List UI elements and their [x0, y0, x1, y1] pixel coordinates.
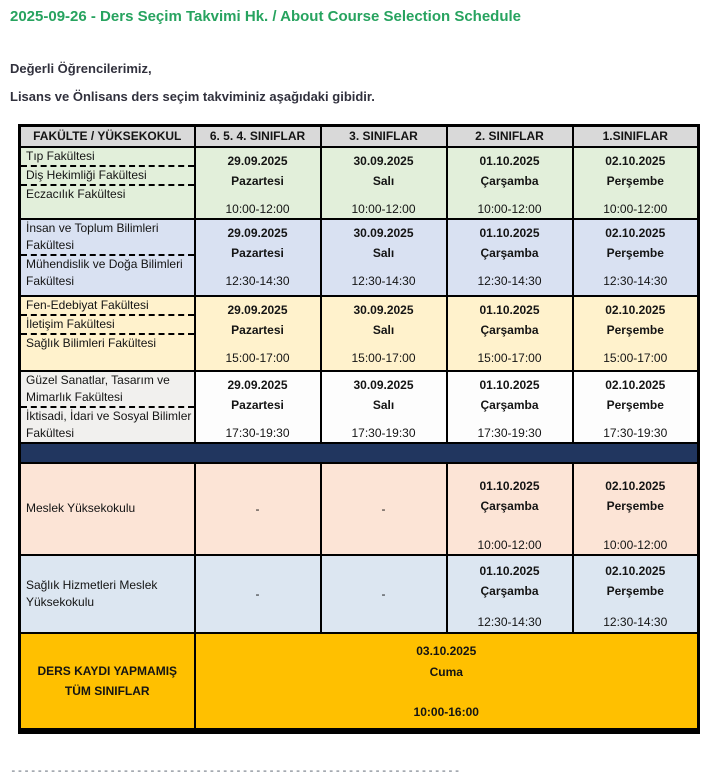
- schedule-cell: 29.09.2025 Pazartesi 10:00-12:00: [193, 145, 322, 220]
- schedule-cell: 01.10.2025 Çarşamba 15:00-17:00: [445, 294, 574, 372]
- faculty-name: Diş Hekimliği Fakültesi: [21, 167, 193, 186]
- header-classes-654: 6. 5. 4. SINIFLAR: [193, 124, 322, 148]
- faculty-name: Fen-Edebiyat Fakültesi: [21, 298, 193, 316]
- page-title: 2025-09-26 - Ders Seçim Takvimi Hk. / Ab…: [10, 8, 522, 25]
- health-vocational-school-row: Sağlık Hizmetleri Meslek Yüksekokulu - -…: [18, 553, 700, 634]
- faculty-name: İnsan ve Toplum Bilimleri Fakültesi: [21, 221, 193, 256]
- schedule-cell: 30.09.2025 Salı 10:00-12:00: [319, 145, 448, 220]
- schedule-cell: 29.09.2025 Pazartesi 15:00-17:00: [193, 294, 322, 372]
- schedule-cell: 30.09.2025 Salı 15:00-17:00: [319, 294, 448, 372]
- group-row-arts-economics: Güzel Sanatlar, Tasarım ve Mimarlık Fakü…: [18, 369, 700, 444]
- faculty-name: Eczacılık Fakültesi: [26, 186, 126, 201]
- separator-row: [18, 441, 700, 464]
- group-row-engineering: İnsan ve Toplum Bilimleri Fakültesi Mühe…: [18, 217, 700, 297]
- schedule-cell: 02.10.2025 Perşembe 17:30-19:30: [571, 369, 700, 444]
- schedule-cell: 29.09.2025 Pazartesi 17:30-19:30: [193, 369, 322, 444]
- faculty-name: İletişim Fakültesi: [21, 316, 193, 335]
- schedule-cell: 02.10.2025 Perşembe 10:00-12:00: [571, 145, 700, 220]
- intro-text: Lisans ve Önlisans ders seçim takviminiz…: [10, 89, 375, 104]
- schedule-cell: 02.10.2025 Perşembe 12:30-14:30: [571, 217, 700, 297]
- final-schedule-cell: 03.10.2025 Cuma 10:00-16:00: [193, 631, 700, 732]
- empty-schedule-cell: -: [319, 553, 448, 634]
- greeting-text: Değerli Öğrencilerimiz,: [10, 61, 152, 76]
- group-row-medicine: Tıp Fakültesi Diş Hekimliği Fakültesi Ec…: [18, 145, 700, 220]
- footer-dashed-divider: ----------------------------------------…: [10, 764, 461, 777]
- header-classes-1: 1.SINIFLAR: [571, 124, 700, 148]
- faculty-group-cell: Tıp Fakültesi Diş Hekimliği Fakültesi Ec…: [18, 145, 196, 220]
- schedule-cell: 02.10.2025 Perşembe 15:00-17:00: [571, 294, 700, 372]
- header-classes-2: 2. SINIFLAR: [445, 124, 574, 148]
- table-header-row: FAKÜLTE / YÜKSEKOKUL 6. 5. 4. SINIFLAR 3…: [18, 124, 700, 148]
- schedule-cell: 01.10.2025 Çarşamba 10:00-12:00: [445, 145, 574, 220]
- schedule-cell: 02.10.2025 Perşembe 12:30-14:30: [571, 553, 700, 634]
- school-name: Meslek Yüksekokulu: [18, 461, 196, 556]
- schedule-cell: 02.10.2025 Perşembe 10:00-12:00: [571, 461, 700, 556]
- schedule-cell: 30.09.2025 Salı 12:30-14:30: [319, 217, 448, 297]
- empty-schedule-cell: -: [193, 553, 322, 634]
- faculty-name: Tıp Fakültesi: [21, 149, 193, 167]
- unregistered-students-row: DERS KAYDI YAPMAMIŞ TÜM SINIFLAR 03.10.2…: [18, 631, 700, 732]
- final-row-label: DERS KAYDI YAPMAMIŞ TÜM SINIFLAR: [18, 631, 196, 732]
- navy-separator-bar: [18, 441, 700, 464]
- course-selection-schedule-table: FAKÜLTE / YÜKSEKOKUL 6. 5. 4. SINIFLAR 3…: [18, 124, 700, 734]
- schedule-cell: 01.10.2025 Çarşamba 17:30-19:30: [445, 369, 574, 444]
- schedule-cell: 01.10.2025 Çarşamba 12:30-14:30: [445, 217, 574, 297]
- schedule-cell: 01.10.2025 Çarşamba 10:00-12:00: [445, 461, 574, 556]
- header-faculty: FAKÜLTE / YÜKSEKOKUL: [18, 124, 196, 148]
- faculty-name: Mühendislik ve Doğa Bilimleri Fakültesi: [26, 256, 183, 288]
- schedule-cell: 29.09.2025 Pazartesi 12:30-14:30: [193, 217, 322, 297]
- vocational-school-row: Meslek Yüksekokulu - - 01.10.2025 Çarşam…: [18, 461, 700, 556]
- group-row-science-letters: Fen-Edebiyat Fakültesi İletişim Fakültes…: [18, 294, 700, 372]
- faculty-name: Sağlık Bilimleri Fakültesi: [26, 335, 157, 350]
- faculty-group-cell: Fen-Edebiyat Fakültesi İletişim Fakültes…: [18, 294, 196, 372]
- faculty-group-cell: Güzel Sanatlar, Tasarım ve Mimarlık Fakü…: [18, 369, 196, 444]
- schedule-cell: 30.09.2025 Salı 17:30-19:30: [319, 369, 448, 444]
- faculty-group-cell: İnsan ve Toplum Bilimleri Fakültesi Mühe…: [18, 217, 196, 297]
- header-classes-3: 3. SINIFLAR: [319, 124, 448, 148]
- faculty-name: Güzel Sanatlar, Tasarım ve Mimarlık Fakü…: [21, 373, 193, 408]
- faculty-name: İktisadi, İdari ve Sosyal Bilimler Fakül…: [26, 408, 192, 440]
- schedule-cell: 01.10.2025 Çarşamba 12:30-14:30: [445, 553, 574, 634]
- empty-schedule-cell: -: [319, 461, 448, 556]
- empty-schedule-cell: -: [193, 461, 322, 556]
- school-name: Sağlık Hizmetleri Meslek Yüksekokulu: [18, 553, 196, 634]
